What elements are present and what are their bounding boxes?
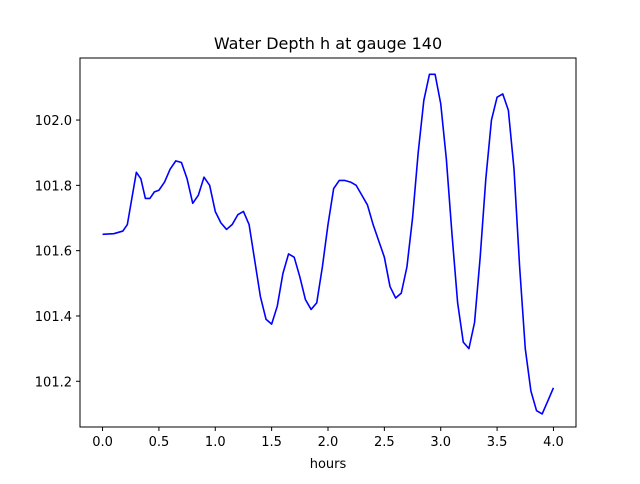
x-axis: 0.0 0.5 1.0 1.5 2.0 2.5 3.0 3.5 4.0	[92, 427, 564, 450]
x-tick-label: 1.0	[205, 435, 226, 450]
plot-area	[102, 73, 555, 415]
y-tick-label: 101.4	[35, 310, 72, 325]
chart-title: Water Depth h at gauge 140	[214, 34, 442, 53]
x-axis-label: hours	[310, 457, 347, 472]
x-tick-label: 2.5	[374, 435, 395, 450]
x-tick-label: 3.0	[430, 435, 451, 450]
x-tick-label: 1.5	[261, 435, 282, 450]
y-tick-label: 101.6	[35, 245, 72, 260]
y-tick-label: 101.8	[35, 179, 72, 194]
y-tick-label: 102.0	[35, 114, 72, 129]
y-axis: 101.2 101.4 101.6 101.8 102.0	[35, 114, 80, 390]
series-line-0	[102, 73, 555, 415]
x-tick-label: 2.0	[318, 435, 339, 450]
x-tick-label: 4.0	[543, 435, 564, 450]
x-tick-label: 3.5	[487, 435, 508, 450]
x-tick-label: 0.5	[149, 435, 170, 450]
y-tick-label: 101.2	[35, 375, 72, 390]
x-tick-label: 0.0	[92, 435, 113, 450]
